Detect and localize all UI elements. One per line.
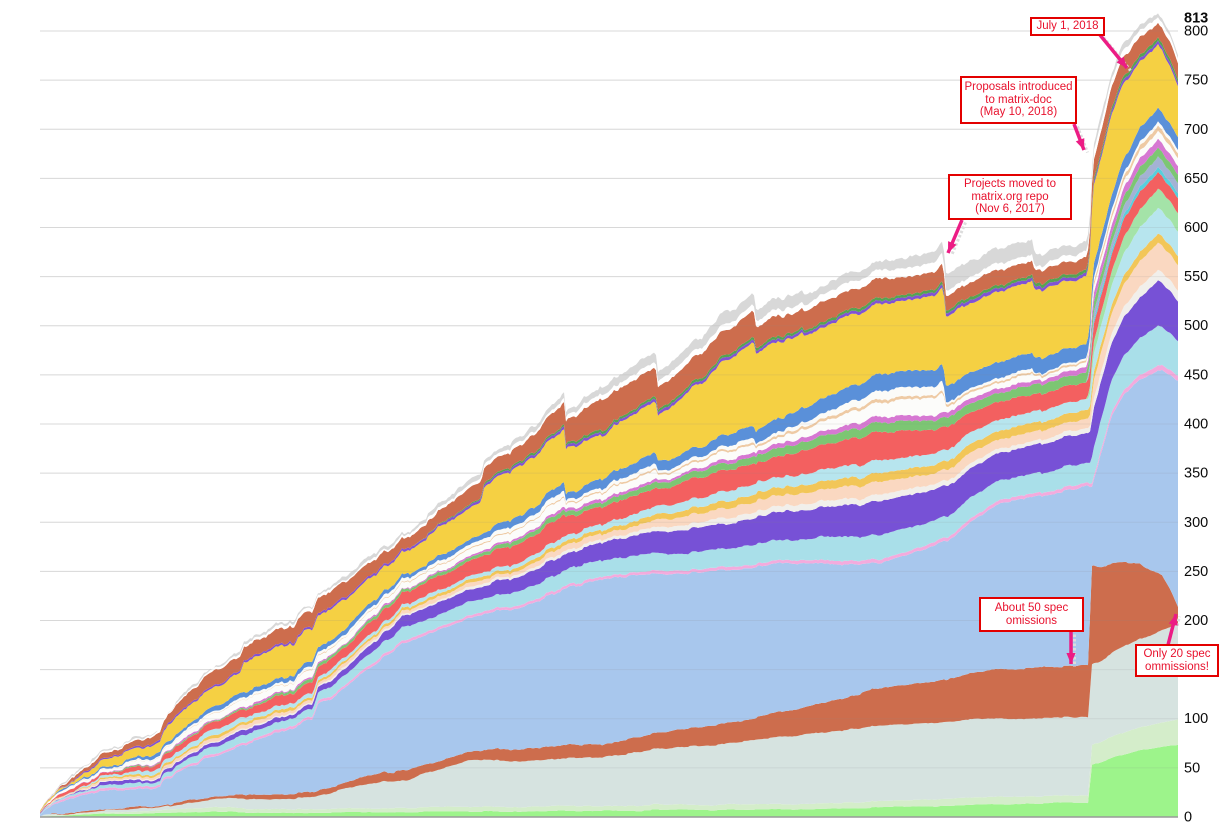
svg-text:600: 600 bbox=[1184, 220, 1208, 236]
svg-text:550: 550 bbox=[1184, 269, 1208, 285]
svg-text:500: 500 bbox=[1184, 318, 1208, 334]
svg-text:800: 800 bbox=[1184, 24, 1208, 40]
svg-text:100: 100 bbox=[1184, 711, 1208, 727]
svg-text:700: 700 bbox=[1184, 122, 1208, 138]
svg-text:200: 200 bbox=[1184, 613, 1208, 629]
svg-text:350: 350 bbox=[1184, 466, 1208, 482]
svg-text:300: 300 bbox=[1184, 515, 1208, 531]
svg-text:0: 0 bbox=[1184, 810, 1192, 825]
svg-text:250: 250 bbox=[1184, 564, 1208, 580]
svg-text:50: 50 bbox=[1184, 760, 1200, 776]
svg-text:750: 750 bbox=[1184, 73, 1208, 89]
svg-text:813: 813 bbox=[1184, 11, 1208, 27]
svg-text:400: 400 bbox=[1184, 417, 1208, 433]
svg-text:450: 450 bbox=[1184, 367, 1208, 383]
svg-text:650: 650 bbox=[1184, 171, 1208, 187]
